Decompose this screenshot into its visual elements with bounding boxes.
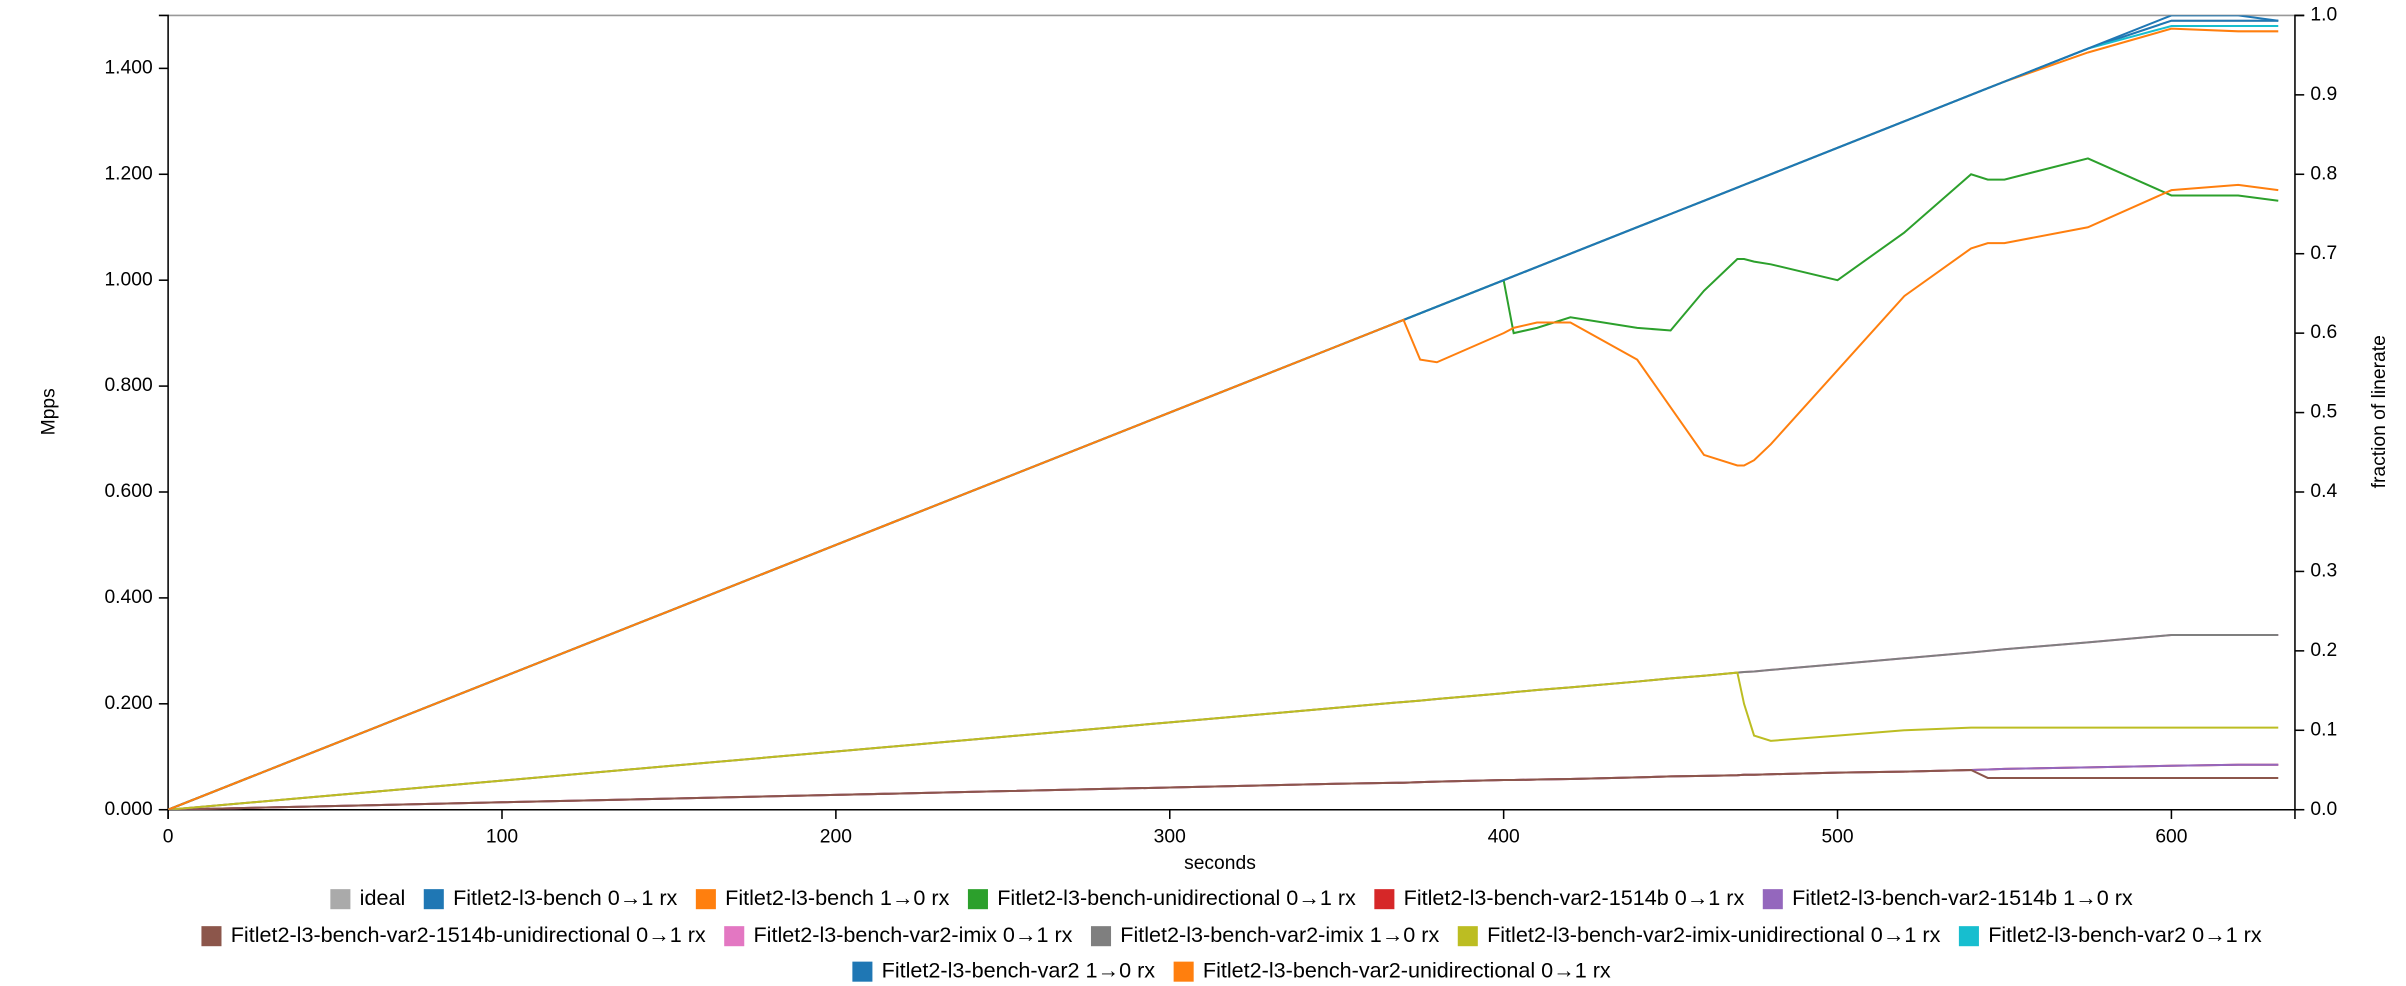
legend-label: Fitlet2-l3-bench-var2-imix 1→0 rx <box>1120 922 1439 947</box>
legend-item: Fitlet2-l3-bench-var2-imix 0→1 rx <box>724 922 1073 947</box>
legend-swatch <box>1457 926 1478 947</box>
legend-label: Fitlet2-l3-bench-var2 0→1 rx <box>1988 922 2262 947</box>
legend-swatch <box>695 889 716 910</box>
legend-swatch <box>423 889 444 910</box>
legend-swatch <box>201 926 222 947</box>
series-line <box>168 183 2279 810</box>
series-line <box>168 768 2279 810</box>
x-tick-label: 300 <box>1154 827 1186 848</box>
y2-axis-label: fraction of linerate <box>2369 335 2390 488</box>
y2-tick-label: 0.3 <box>2310 561 2337 582</box>
series-line <box>168 671 2279 810</box>
legend-label: Fitlet2-l3-bench 0→1 rx <box>453 885 677 910</box>
y-tick-label: 0.600 <box>104 481 152 502</box>
legend-label: Fitlet2-l3-bench-var2-unidirectional 0→1… <box>1203 957 1611 982</box>
x-tick-label: 0 <box>163 827 174 848</box>
y2-tick-label: 0.7 <box>2310 243 2337 264</box>
series-line <box>168 27 2279 810</box>
legend-label: Fitlet2-l3-bench-var2-imix 0→1 rx <box>754 922 1073 947</box>
x-tick-label: 200 <box>820 827 852 848</box>
axes: 0 100 200 300 400 500 600 0.000 0.200 0.400 0.600 0… <box>104 5 2337 848</box>
x-axis-label: seconds <box>1184 853 1256 874</box>
y2-tick-label: 0.1 <box>2310 719 2337 740</box>
legend: ideal Fitlet2-l3-bench 0→1 rx Fitlet2-l3-b… <box>201 885 2262 982</box>
legend-label: Fitlet2-l3-bench-var2-imix-unidirectiona… <box>1487 922 1941 947</box>
legend-swatch <box>1958 926 1979 947</box>
legend-label: Fitlet2-l3-bench-unidirectional 0→1 rx <box>997 885 1356 910</box>
legend-swatch <box>1173 961 1194 982</box>
legend-item: Fitlet2-l3-bench-var2-1514b 0→1 rx <box>1374 885 1744 910</box>
legend-item: Fitlet2-l3-bench-var2-unidirectional 0→1… <box>1173 957 1611 982</box>
legend-item: Fitlet2-l3-bench-var2-1514b-unidirection… <box>201 922 706 947</box>
y2-tick-label: 1.0 <box>2310 5 2337 26</box>
legend-swatch <box>724 926 745 947</box>
series-line <box>168 19 2279 810</box>
y2-tick-label: 0.4 <box>2310 481 2337 502</box>
legend-item: Fitlet2-l3-bench-var2-1514b 1→0 rx <box>1762 885 2133 910</box>
x-tick-label: 100 <box>486 827 518 848</box>
legend-swatch <box>330 889 351 910</box>
x-axis <box>167 808 2296 819</box>
legend-item: Fitlet2-l3-bench-var2-imix 1→0 rx <box>1090 922 1439 947</box>
y-tick-label: 1.000 <box>104 269 152 290</box>
y-tick-label: 0.400 <box>104 587 152 608</box>
y2-tick-label: 0.9 <box>2310 84 2337 105</box>
y2-tick-label: 0.6 <box>2310 322 2337 343</box>
series-line <box>168 15 2279 810</box>
legend-label: ideal <box>360 885 406 910</box>
legend-item: Fitlet2-l3-bench-unidirectional 0→1 rx <box>967 885 1356 910</box>
legend-label: Fitlet2-l3-bench 1→0 rx <box>725 885 949 910</box>
plot-area <box>168 15 2279 810</box>
legend-item: Fitlet2-l3-bench 1→0 rx <box>695 885 950 910</box>
legend-swatch <box>1762 889 1783 910</box>
y2-tick-label: 0.0 <box>2310 799 2337 820</box>
series-line <box>168 633 2279 810</box>
legend-item: Fitlet2-l3-bench-var2-imix-unidirectiona… <box>1457 922 1941 947</box>
legend-swatch <box>1374 889 1395 910</box>
x-tick-label: 600 <box>2155 827 2187 848</box>
y-axis-label: Mpps <box>38 388 59 435</box>
x-tick-label: 500 <box>1821 827 1853 848</box>
legend-label: Fitlet2-l3-bench-var2 1→0 rx <box>882 957 1156 982</box>
series-line <box>168 633 2279 810</box>
legend-label: Fitlet2-l3-bench-var2-1514b-unidirection… <box>231 922 706 947</box>
y2-tick-label: 0.8 <box>2310 163 2337 184</box>
legend-swatch <box>852 961 873 982</box>
series-line <box>168 25 2279 810</box>
series-line <box>168 19 2279 810</box>
y2-tick-label: 0.5 <box>2310 402 2337 423</box>
y-tick-label: 0.200 <box>104 693 152 714</box>
legend-item: ideal <box>330 885 405 910</box>
legend-item: Fitlet2-l3-bench-var2 0→1 rx <box>1958 922 2262 947</box>
y2-tick-label: 0.2 <box>2310 640 2337 661</box>
legend-item: Fitlet2-l3-bench-var2 1→0 rx <box>852 957 1155 982</box>
y-tick-label: 1.400 <box>104 57 152 78</box>
legend-item: Fitlet2-l3-bench 0→1 rx <box>423 885 678 910</box>
legend-label: Fitlet2-l3-bench-var2-1514b 1→0 rx <box>1792 885 2133 910</box>
legend-swatch <box>1090 926 1112 947</box>
legend-label: Fitlet2-l3-bench-var2-1514b 0→1 rx <box>1404 885 1745 910</box>
y-tick-label: 0.000 <box>104 799 152 820</box>
y-tick-label: 0.800 <box>104 375 152 396</box>
legend-swatch <box>967 889 988 910</box>
x-tick-label: 400 <box>1488 827 1520 848</box>
y-axis <box>158 14 169 811</box>
y-tick-label: 1.200 <box>104 163 152 184</box>
